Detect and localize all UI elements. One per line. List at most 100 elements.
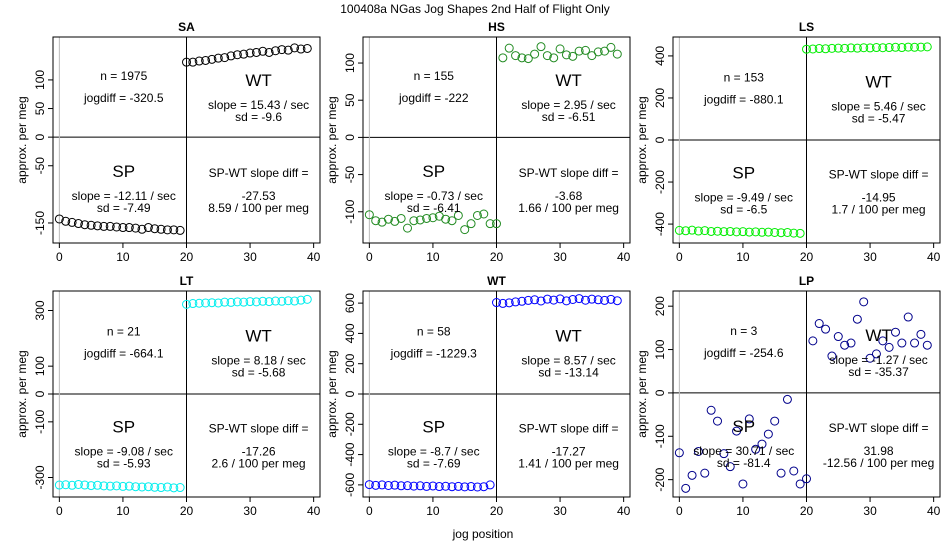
panel-title: HS	[488, 20, 505, 34]
data-point	[466, 219, 476, 229]
y-tick-label: 0	[343, 390, 357, 397]
data-point	[492, 219, 501, 229]
data-point	[453, 210, 463, 220]
diff-rate: 1.41 / 100 per meg	[518, 456, 619, 470]
wt-label: WT	[555, 71, 581, 90]
data-point	[606, 42, 616, 52]
data-point	[600, 295, 610, 305]
y-tick-label: 100	[33, 356, 47, 376]
data-point	[466, 482, 476, 492]
data-point	[434, 482, 444, 492]
wt-slope: slope = 8.18 / sec	[211, 354, 305, 368]
x-tick-label: 40	[617, 504, 631, 518]
data-point	[409, 481, 419, 491]
y-axis-label: approx. per meg	[635, 96, 649, 183]
data-point	[713, 416, 722, 426]
panel-title: LP	[799, 274, 814, 288]
x-tick-label: 40	[307, 250, 321, 264]
data-point	[226, 51, 236, 61]
sp-sd: sd = -5.93	[97, 456, 151, 470]
diff-rate: 1.66 / 100 per meg	[518, 201, 619, 215]
data-point	[504, 298, 514, 308]
data-point	[264, 297, 274, 307]
data-point	[150, 224, 160, 234]
x-tick-label: 20	[800, 250, 814, 264]
panel-title: LT	[180, 274, 194, 288]
stat-n: n = 153	[724, 71, 765, 85]
diff-title: SP-WT slope diff =	[519, 166, 619, 180]
data-point	[118, 481, 128, 491]
data-point	[371, 480, 381, 490]
wt-slope: slope = 5.46 / sec	[831, 100, 925, 114]
data-point	[681, 226, 691, 236]
data-point	[738, 227, 748, 237]
sp-sd: sd = -6.5	[720, 202, 767, 216]
y-tick-label: 50	[33, 102, 47, 116]
data-point	[264, 47, 274, 57]
data-point	[485, 219, 495, 229]
x-tick-label: 30	[863, 250, 877, 264]
data-point	[827, 43, 837, 53]
data-point	[422, 481, 432, 491]
y-tick-label: 100	[33, 70, 47, 90]
data-point	[833, 43, 843, 53]
data-point	[871, 43, 881, 53]
data-point	[568, 294, 578, 304]
data-point	[903, 42, 913, 52]
stat-jogdiff: jogdiff = -320.5	[83, 91, 164, 105]
data-point	[840, 43, 850, 53]
data-point	[201, 55, 211, 65]
data-point	[479, 209, 489, 219]
y-tick-label: -100	[343, 199, 357, 223]
wt-label: WT	[865, 326, 891, 345]
data-point	[821, 324, 831, 334]
data-point	[593, 47, 603, 57]
data-point	[422, 213, 432, 223]
panel-lt: LT 0 10 20 30 40 -300 -100 0 100 300 approx. per me…	[15, 274, 321, 518]
y-axis-label: approx. per meg	[325, 350, 339, 437]
x-tick-label: 10	[426, 250, 440, 264]
diff-value: -3.68	[555, 189, 583, 203]
diff-title: SP-WT slope diff =	[209, 421, 309, 435]
data-point	[770, 227, 780, 237]
data-point	[916, 329, 926, 339]
sp-sd: sd = -7.69	[407, 456, 461, 470]
data-point	[460, 225, 470, 235]
data-point	[245, 297, 255, 307]
data-point	[93, 221, 102, 231]
data-point	[296, 295, 306, 305]
y-tick-label: -600	[343, 473, 357, 497]
stat-n: n = 58	[417, 325, 451, 339]
data-point	[377, 480, 387, 490]
x-tick-label: 20	[800, 504, 814, 518]
data-point	[143, 223, 153, 233]
x-tick-label: 0	[366, 504, 373, 518]
data-point	[93, 480, 102, 490]
y-tick-label: 0	[343, 134, 357, 141]
y-tick-label: -200	[653, 467, 667, 491]
data-point	[415, 215, 425, 225]
x-tick-label: 40	[307, 504, 321, 518]
data-point	[852, 43, 862, 53]
data-point	[290, 43, 300, 53]
data-point	[213, 53, 223, 63]
data-point	[143, 482, 153, 492]
y-tick-label: 600	[343, 293, 357, 313]
data-point	[612, 296, 622, 306]
data-point	[612, 49, 622, 59]
x-tick-label: 30	[553, 504, 567, 518]
y-tick-label: 200	[343, 353, 357, 373]
data-point	[606, 294, 616, 304]
data-point	[415, 481, 425, 491]
data-point	[105, 481, 115, 491]
data-point	[700, 226, 710, 236]
sp-sd: sd = -7.49	[97, 201, 151, 215]
data-point	[175, 225, 185, 235]
data-point	[884, 342, 894, 352]
y-axis-label: approx. per meg	[15, 96, 29, 183]
diff-value: 31.98	[864, 444, 894, 458]
x-tick-label: 30	[243, 504, 257, 518]
diff-title: SP-WT slope diff =	[829, 421, 929, 435]
wt-label: WT	[865, 73, 891, 92]
data-point	[131, 223, 141, 233]
